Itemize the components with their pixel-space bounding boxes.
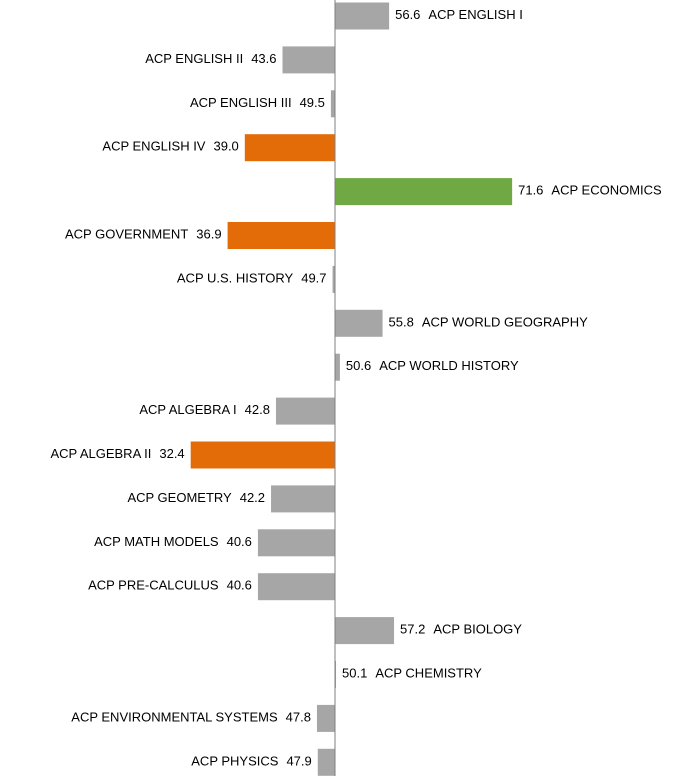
category-label: ACP BIOLOGY [433, 622, 522, 637]
bar-label: 55.8 ACP WORLD GEOGRAPHY [389, 315, 589, 330]
category-label: ACP GOVERNMENT [65, 227, 188, 242]
category-label: ACP WORLD GEOGRAPHY [422, 315, 588, 330]
bar-label: 57.2 ACP BIOLOGY [400, 622, 522, 637]
value-label: 56.6 [395, 7, 420, 22]
bar [244, 134, 335, 162]
bar [330, 90, 335, 118]
value-label: 57.2 [400, 622, 425, 637]
bar [317, 748, 335, 776]
category-label: ACP ENVIRONMENTAL SYSTEMS [71, 710, 278, 725]
bar [332, 265, 335, 293]
bar-label: ACP ALGEBRA II 32.4 [50, 446, 184, 461]
category-label: ACP U.S. HISTORY [177, 271, 294, 286]
bar [271, 485, 335, 513]
category-label: ACP CHEMISTRY [375, 666, 482, 681]
bar-label: ACP PHYSICS 47.9 [191, 754, 312, 769]
bar [316, 704, 335, 732]
value-label: 47.9 [286, 754, 311, 769]
bar-label: 71.6 ACP ECONOMICS [518, 183, 662, 198]
category-label: ACP ENGLISH IV [102, 139, 205, 154]
bar [335, 617, 395, 645]
bar [335, 309, 383, 337]
bar [257, 573, 335, 601]
value-label: 42.2 [240, 490, 265, 505]
value-label: 32.4 [159, 446, 184, 461]
bar [257, 529, 335, 557]
category-label: ACP WORLD HISTORY [379, 359, 519, 374]
value-label: 40.6 [227, 578, 252, 593]
category-label: ACP ECONOMICS [551, 183, 662, 198]
bar [275, 397, 335, 425]
value-label: 55.8 [389, 315, 414, 330]
category-label: ACP MATH MODELS [94, 534, 219, 549]
value-label: 39.0 [213, 139, 238, 154]
value-label: 50.1 [342, 666, 367, 681]
bar-label: ACP GEOMETRY 42.2 [127, 490, 265, 505]
value-label: 71.6 [518, 183, 543, 198]
value-label: 36.9 [196, 227, 221, 242]
value-label: 50.6 [346, 359, 371, 374]
bar [282, 46, 335, 74]
category-label: ACP PRE-CALCULUS [88, 578, 219, 593]
bar-label: ACP PRE-CALCULUS 40.6 [88, 578, 252, 593]
category-label: ACP ENGLISH III [190, 95, 292, 110]
bar-label: ACP GOVERNMENT 36.9 [65, 227, 222, 242]
bar-label: ACP U.S. HISTORY 49.7 [177, 271, 327, 286]
value-label: 49.5 [300, 95, 325, 110]
category-label: ACP PHYSICS [191, 754, 279, 769]
category-label: ACP ALGEBRA I [139, 403, 236, 418]
bar [190, 441, 335, 469]
bar [335, 353, 340, 381]
category-label: ACP ENGLISH II [145, 51, 243, 66]
bar [335, 178, 513, 206]
category-label: ACP GEOMETRY [127, 490, 232, 505]
value-label: 42.8 [245, 403, 270, 418]
category-label: ACP ENGLISH I [428, 7, 522, 22]
value-label: 43.6 [251, 51, 276, 66]
value-label: 47.8 [286, 710, 311, 725]
bar-label: ACP ENVIRONMENTAL SYSTEMS 47.8 [71, 710, 311, 725]
value-label: 40.6 [227, 534, 252, 549]
bar-label: ACP ENGLISH II 43.6 [145, 51, 276, 66]
bar-label: ACP ENGLISH III 49.5 [190, 95, 325, 110]
bar-label: 56.6 ACP ENGLISH I [395, 7, 523, 22]
bar-label: 50.6 ACP WORLD HISTORY [346, 359, 519, 374]
category-label: ACP ALGEBRA II [50, 446, 151, 461]
bar [335, 2, 390, 30]
bar-label: ACP ENGLISH IV 39.0 [102, 139, 238, 154]
bar [227, 222, 335, 249]
value-label: 49.7 [301, 271, 326, 286]
bar-label: 50.1 ACP CHEMISTRY [342, 666, 482, 681]
bar-label: ACP ALGEBRA I 42.8 [139, 403, 270, 418]
bar-label: ACP MATH MODELS 40.6 [94, 534, 252, 549]
